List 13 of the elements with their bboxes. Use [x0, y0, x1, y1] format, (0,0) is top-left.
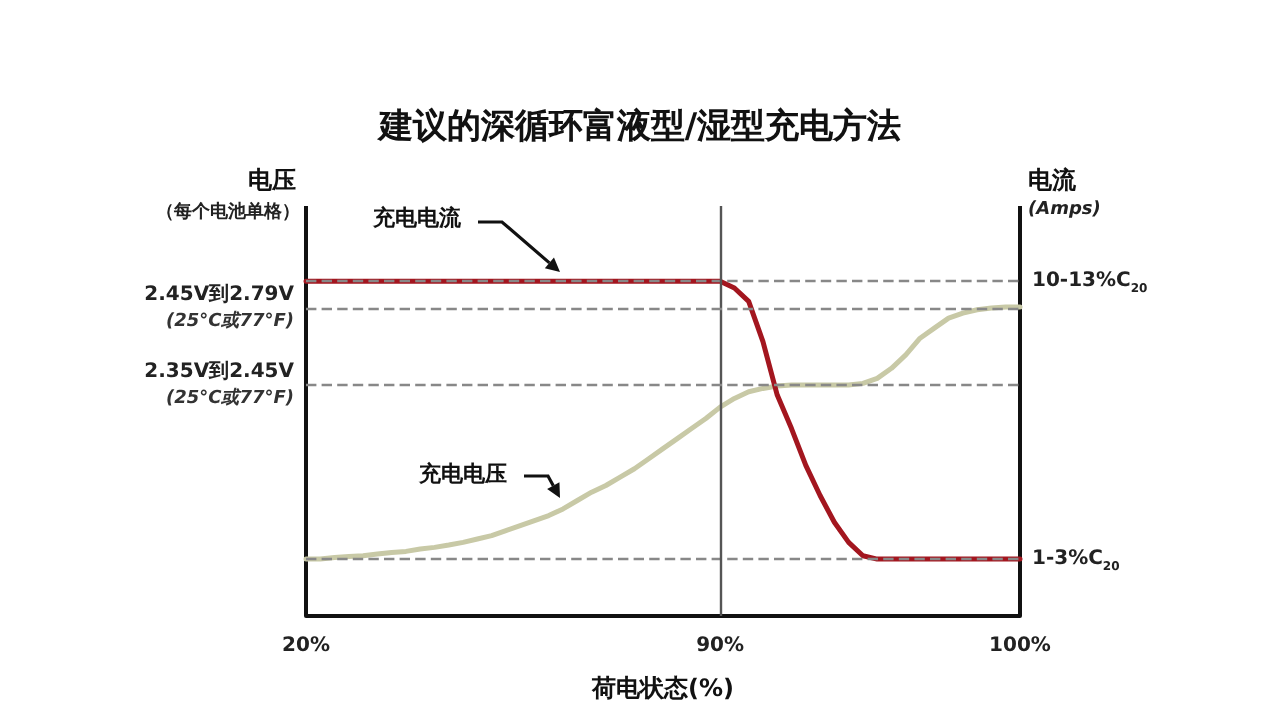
x-tick-label: 20% [282, 635, 330, 657]
text: 充电电流 [371, 205, 464, 232]
series-label: 充电电压 [417, 460, 508, 487]
x-tick-label: 100% [989, 635, 1051, 657]
chart-title: 建议的深循环富液型/湿型充电方法 [374, 107, 902, 147]
x-tick-label: 90% [696, 635, 745, 657]
ref-line-label: 2.45V到2.79V (25°C或77°F) [144, 282, 295, 333]
text: (Amps) [1028, 200, 1101, 220]
x-axis-title: 荷电状态(%) [590, 674, 734, 702]
text: （每个电池单格） [156, 201, 300, 223]
y-axis-title: 电压 [248, 166, 296, 194]
ref-line-label: 2.35V到2.45V (25°C或77°F) [144, 359, 295, 410]
y2-axis-title: 电流 [1028, 166, 1078, 194]
